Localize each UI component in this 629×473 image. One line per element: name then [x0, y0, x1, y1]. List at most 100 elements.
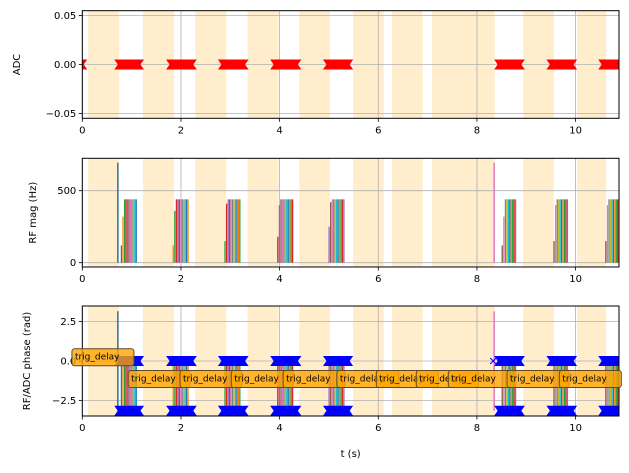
y-tick-label: 500	[57, 186, 76, 197]
adc-phase-marker	[322, 356, 354, 366]
annotation-trig-delay: trig_delay	[447, 369, 511, 388]
x-tick-label: 6	[375, 423, 381, 434]
shaded-region	[353, 158, 384, 267]
rf-mag-bar	[134, 199, 136, 263]
annotation-label: trig_delay	[75, 353, 120, 363]
rf-mag-bar	[609, 199, 612, 263]
adc-sample-marker	[322, 59, 354, 70]
rf-mag-bar	[503, 216, 505, 263]
x-tick-label: 6	[375, 125, 381, 136]
shaded-region	[142, 158, 175, 267]
rf-mag-bar	[556, 199, 558, 263]
y-tick-label: 0.05	[54, 11, 76, 22]
shaded-region	[577, 158, 607, 267]
y-tick-label: 0.00	[54, 60, 76, 71]
y-tick-label: −2.5	[52, 396, 76, 407]
shaded-region	[432, 158, 464, 267]
x-tick-label: 0	[79, 125, 85, 136]
shaded-region	[195, 158, 227, 267]
rf-mag-bar	[334, 199, 336, 263]
rf-mag-bar	[229, 199, 231, 263]
rf-mag-bar	[120, 245, 123, 263]
plot-area	[82, 158, 620, 267]
x-tick-label: 10	[569, 274, 582, 285]
rf-mag-bar	[126, 199, 129, 263]
rf-phase-bar	[123, 361, 126, 411]
rf-mag-bar	[227, 199, 229, 263]
x-tick-label: 10	[569, 423, 582, 434]
rf-mag-bar	[234, 199, 237, 263]
adc-sample-marker	[494, 59, 525, 70]
adc-phase-marker	[598, 356, 620, 366]
y-tick-label: 2.5	[60, 317, 76, 328]
adc-sample-marker	[114, 59, 145, 70]
rf-mag-bar	[510, 199, 512, 263]
rf-mag-bar	[506, 199, 508, 263]
rf-mag-bar	[129, 199, 132, 263]
shaded-region	[523, 158, 554, 267]
x-tick-label: 8	[474, 125, 480, 136]
rf-mag-bar	[280, 199, 282, 263]
annotation-box	[71, 348, 135, 367]
rf-mag-bar	[175, 199, 178, 263]
x-axis-label: t (s)	[341, 449, 361, 460]
y-tick-label: −0.05	[46, 109, 77, 120]
y-tick-label: 0	[70, 258, 76, 269]
rf-mag-bar	[230, 199, 232, 263]
adc-phase-marker	[546, 405, 578, 416]
adc-phase-marker	[546, 356, 578, 366]
adc-phase-marker	[494, 356, 525, 366]
annotation-label: trig_delay	[510, 374, 555, 384]
x-tick-label: 0	[79, 423, 85, 434]
rf-mag-bar	[563, 199, 566, 263]
rf-mag-bar	[331, 199, 333, 263]
rf-mag-bar	[501, 245, 503, 263]
rf-mag-bar	[333, 199, 335, 263]
rf-mag-bar	[278, 205, 281, 263]
rf-mag-bar	[174, 210, 176, 263]
plot-area	[82, 306, 620, 416]
shaded-region	[247, 158, 279, 267]
rf-mag-bar	[286, 199, 288, 263]
rf-phase-bar	[126, 361, 129, 411]
rf-mag-bar	[558, 199, 560, 263]
annotation-label: trig_delay	[340, 374, 385, 384]
rf-mag-bar	[289, 199, 291, 263]
adc-sample-marker	[166, 59, 197, 70]
rf-mag-bar	[128, 199, 130, 263]
rf-mag-bar	[239, 199, 241, 263]
rf-phase-bar	[125, 361, 127, 411]
rf-mag-bar	[615, 199, 617, 263]
annotation-label: trig_delay	[234, 374, 279, 384]
rf-phase-bar	[120, 361, 123, 411]
rf-mag-bar	[122, 216, 124, 263]
rf-mag-bar	[287, 199, 289, 263]
x-tick-label: 4	[276, 274, 282, 285]
adc-sample-marker	[217, 59, 249, 70]
x-tick-label: 8	[474, 274, 480, 285]
rf-mag-bar	[177, 199, 179, 263]
rf-mag-bar	[178, 199, 180, 263]
rf-mag-bar	[336, 199, 338, 263]
rf-mag-bar	[513, 199, 515, 263]
x-tick-label: 4	[276, 125, 282, 136]
rf-mag-bar	[553, 241, 555, 263]
rf-mag-bar	[330, 202, 332, 263]
x-tick-label: 4	[276, 423, 282, 434]
rf-mag-bar	[181, 199, 183, 263]
x-tick-label: 10	[569, 125, 582, 136]
y-axis-label: ADC	[12, 54, 23, 76]
rf-mag-bar	[291, 199, 294, 263]
shaded-region	[299, 158, 330, 267]
x-tick-label: 0	[79, 274, 85, 285]
rf-mag-bar	[224, 241, 226, 263]
adc-phase-marker	[494, 405, 525, 416]
y-axis-label: RF mag (Hz)	[28, 182, 39, 244]
rf-mag-bar	[132, 199, 134, 263]
x-tick-label: 2	[178, 125, 184, 136]
rf-mag-bar	[559, 199, 561, 263]
rf-mag-bar	[231, 199, 234, 263]
rf-mag-bar	[183, 199, 185, 263]
rf-mag-bar	[608, 199, 610, 263]
